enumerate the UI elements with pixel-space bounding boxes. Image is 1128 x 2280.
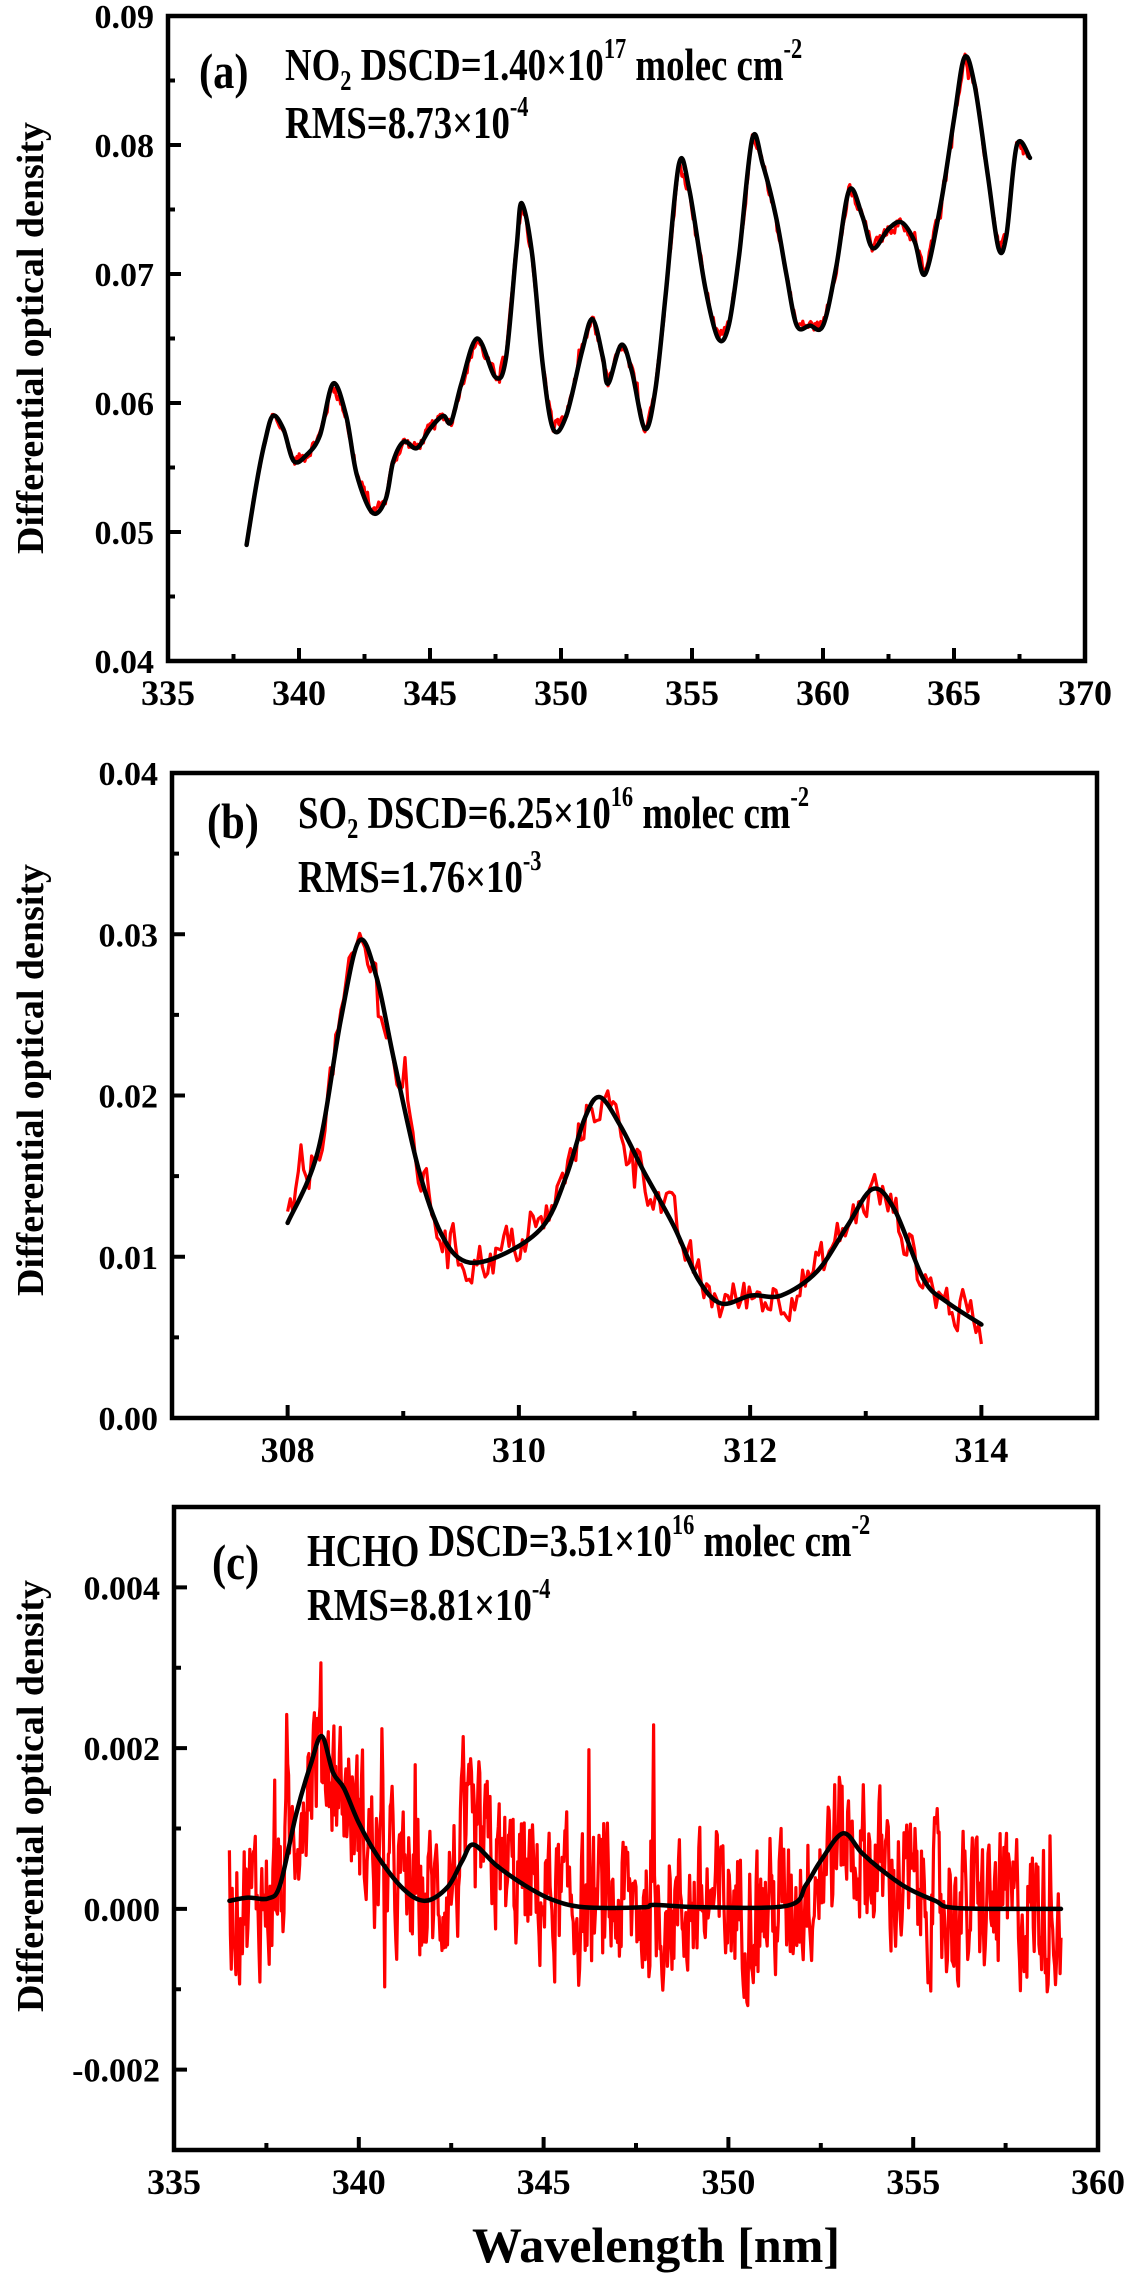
y-tick-label: 0.04 — [95, 644, 155, 681]
y-tick-label: 0.00 — [99, 1401, 159, 1438]
x-axis-label: Wavelength [nm] — [472, 2217, 840, 2273]
fit-series-line — [244, 53, 1033, 548]
annotation-dscd: DSCD=1.40×10 — [351, 40, 603, 91]
x-tick-label: 355 — [665, 673, 719, 713]
annotation-unit-exp: -2 — [784, 34, 803, 65]
x-tick-label: 312 — [723, 1430, 777, 1470]
x-tick-label: 360 — [796, 673, 850, 713]
annotation-dscd: DSCD=6.25×10 — [358, 788, 610, 839]
measured-series-line — [227, 1661, 1063, 2008]
annotation-species: NO — [285, 40, 340, 91]
annotation-rms: RMS=8.73×10 — [285, 98, 510, 149]
y-axis-label: Differential optical density — [10, 1580, 52, 2012]
panel-label: (c) — [212, 1536, 259, 1591]
x-tick-label: 365 — [927, 673, 981, 713]
y-tick-label: -0.002 — [72, 2053, 160, 2090]
x-tick-label: 335 — [141, 673, 195, 713]
x-tick-label: 340 — [272, 673, 326, 713]
annotation-species-sub: 2 — [340, 66, 351, 97]
annotation-unit: molec cm — [694, 1516, 851, 1567]
measured-series-line — [286, 931, 983, 1345]
y-tick-label: 0.06 — [95, 386, 155, 423]
x-tick-label: 350 — [701, 2162, 755, 2202]
dscd-annotation: SO2 DSCD=6.25×1016 molec cm-2 — [298, 782, 809, 845]
x-tick-label: 355 — [886, 2162, 940, 2202]
y-tick-label: 0.07 — [95, 257, 155, 294]
y-tick-label: 0.004 — [84, 1570, 161, 1607]
y-tick-label: 0.05 — [95, 515, 155, 552]
panel-label: (b) — [207, 795, 259, 850]
panel-b: 308 310 312 314 0.00 0.01 0.02 0.03 0.04 Differen… — [10, 756, 1100, 1470]
x-tick-label: 314 — [954, 1430, 1008, 1470]
annotation-rms: RMS=8.81×10 — [307, 1580, 532, 1631]
y-axis-label: Differential optical density — [10, 864, 52, 1296]
y-axis-label: Differential optical density — [10, 122, 52, 554]
y-tick-label: 0.000 — [84, 1892, 161, 1929]
annotation-dscd-exp: 16 — [672, 1510, 694, 1541]
x-tick-label: 370 — [1058, 673, 1112, 713]
annotation-dscd: DSCD=3.51×10 — [419, 1516, 671, 1567]
dscd-annotation: NO2 DSCD=1.40×1017 molec cm-2 — [285, 34, 802, 97]
annotation-unit-exp: -2 — [852, 1510, 871, 1541]
annotation-unit-exp: -2 — [790, 782, 809, 813]
y-tick-label: 0.09 — [95, 0, 155, 36]
rms-annotation: RMS=8.73×10-4 — [285, 92, 529, 149]
x-tick-label: 335 — [147, 2162, 201, 2202]
y-tick-label: 0.04 — [99, 756, 159, 793]
rms-annotation: RMS=1.76×10-3 — [298, 846, 542, 903]
annotation-dscd-exp: 17 — [604, 34, 627, 65]
annotation-rms-exp: -4 — [510, 92, 529, 123]
fit-series-line — [285, 937, 984, 1327]
x-tick-label: 340 — [332, 2162, 386, 2202]
y-tick-label: 0.002 — [84, 1731, 161, 1768]
x-tick-label: 345 — [517, 2162, 571, 2202]
y-tick-label: 0.03 — [99, 917, 159, 954]
fit-series-line — [227, 1733, 1064, 1912]
dscd-annotation: HCHO DSCD=3.51×1016 molec cm-2 — [307, 1510, 870, 1577]
annotation-species: HCHO — [307, 1526, 419, 1577]
y-tick-label: 0.08 — [95, 128, 155, 165]
x-tick-label: 308 — [261, 1430, 315, 1470]
x-tick-label: 350 — [534, 673, 588, 713]
x-tick-label: 360 — [1071, 2162, 1125, 2202]
annotation-species: SO — [298, 788, 347, 839]
x-tick-label: 310 — [492, 1430, 546, 1470]
annotation-dscd-exp: 16 — [611, 782, 633, 813]
annotation-unit: molec cm — [626, 40, 783, 91]
annotation-unit: molec cm — [633, 788, 790, 839]
panel-label: (a) — [199, 45, 249, 100]
annotation-rms-exp: -4 — [532, 1574, 551, 1605]
annotation-rms-exp: -3 — [523, 846, 542, 877]
rms-annotation: RMS=8.81×10-4 — [307, 1574, 551, 1631]
y-tick-label: 0.01 — [99, 1240, 159, 1277]
panel-c: 335 340 345 350 355 360 -0.002 0.000 0.002 0.004 D… — [10, 1504, 1125, 2273]
annotation-rms: RMS=1.76×10 — [298, 852, 523, 903]
y-tick-label: 0.02 — [99, 1079, 159, 1116]
x-tick-label: 345 — [403, 673, 457, 713]
panel-a: 335 340 345 350 355 360 365 370 0.04 0.05 0.06 0.07… — [10, 0, 1112, 713]
annotation-species-sub: 2 — [347, 814, 358, 845]
